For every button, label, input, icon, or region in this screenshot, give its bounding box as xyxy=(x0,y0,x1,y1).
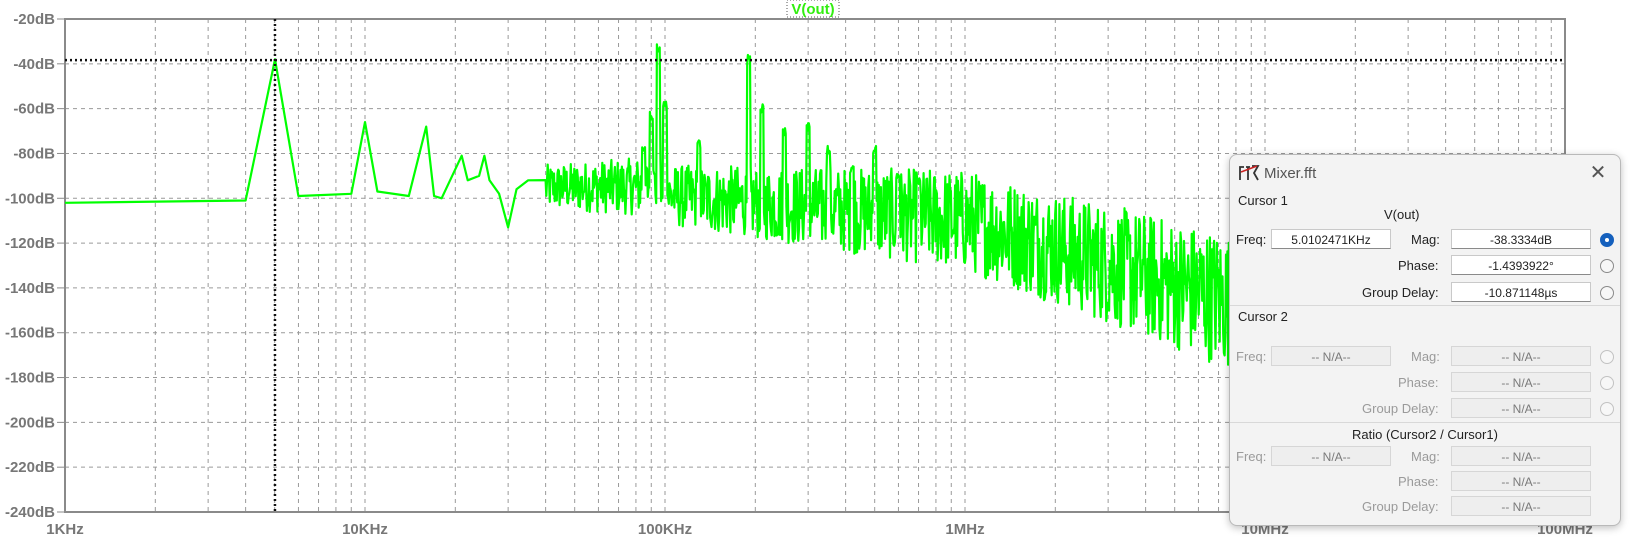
ratio-freq-field: -- N/A-- xyxy=(1271,446,1391,466)
y-tick-label: -40dB xyxy=(13,56,55,73)
ratio-gd-field: -- N/A-- xyxy=(1451,496,1591,516)
cursor2-mag-radio xyxy=(1600,350,1614,364)
y-tick-label: -200dB xyxy=(5,414,55,431)
y-tick-label: -180dB xyxy=(5,370,55,387)
x-tick-label: 10KHz xyxy=(342,521,388,538)
cursor1-gd-field[interactable]: -10.871148µs xyxy=(1451,282,1591,302)
cursor1-phase-label: Phase: xyxy=(1398,258,1439,273)
y-tick-label: -80dB xyxy=(13,145,55,162)
cursor1-mag-field[interactable]: -38.3334dB xyxy=(1451,229,1591,249)
ratio-gd-label: Group Delay: xyxy=(1362,499,1439,514)
cursor1-freq-field[interactable]: 5.0102471KHz xyxy=(1271,229,1391,249)
cursor1-mag-label: Mag: xyxy=(1411,232,1440,247)
y-tick-label: -20dB xyxy=(13,11,55,28)
y-tick-label: -60dB xyxy=(13,101,55,118)
ltspice-icon xyxy=(1239,165,1260,181)
cursor2-phase-field: -- N/A-- xyxy=(1451,372,1591,392)
ratio-section-label: Ratio (Cursor2 / Cursor1) xyxy=(1352,427,1498,442)
y-tick-label: -240dB xyxy=(5,504,55,521)
y-tick-label: -120dB xyxy=(5,235,55,252)
ratio-mag-label: Mag: xyxy=(1411,449,1440,464)
trace-label-box xyxy=(786,0,840,18)
dialog-title: Mixer.fft xyxy=(1264,165,1317,182)
divider xyxy=(1230,422,1620,423)
cursor-dialog: Mixer.fft ✕ Cursor 1 V(out) Freq: 5.0102… xyxy=(1229,154,1621,526)
y-tick-label: -140dB xyxy=(5,280,55,297)
cursor2-freq-field: -- N/A-- xyxy=(1271,346,1391,366)
y-tick-label: -220dB xyxy=(5,459,55,476)
cursor1-phase-field[interactable]: -1.4393922° xyxy=(1451,255,1591,275)
y-axis: -20dB -40dB -60dB -80dB -100dB -120dB -140dB -1… xyxy=(5,11,65,521)
cursor2-mag-label: Mag: xyxy=(1411,349,1440,364)
cursor2-mag-field: -- N/A-- xyxy=(1451,346,1591,366)
cursor1-section-label: Cursor 1 xyxy=(1238,193,1288,208)
cursor1-trace-name: V(out) xyxy=(1384,207,1420,222)
close-icon[interactable]: ✕ xyxy=(1589,162,1607,184)
cursor2-gd-field: -- N/A-- xyxy=(1451,398,1591,418)
cursor1-gd-label: Group Delay: xyxy=(1362,285,1439,300)
cursor2-freq-label: Freq: xyxy=(1236,349,1267,364)
trace-label[interactable]: V(out) xyxy=(791,1,834,18)
y-tick-label: -160dB xyxy=(5,325,55,342)
cursor2-section-label: Cursor 2 xyxy=(1238,309,1288,324)
cursor1-freq-label: Freq: xyxy=(1236,232,1267,247)
y-tick-label: -100dB xyxy=(5,190,55,207)
cursor1-phase-radio[interactable] xyxy=(1600,259,1614,273)
cursor2-phase-label: Phase: xyxy=(1398,375,1439,390)
cursor1-mag-radio[interactable] xyxy=(1600,233,1614,247)
x-tick-label: 100KHz xyxy=(638,521,692,538)
divider xyxy=(1230,305,1620,306)
ratio-mag-field: -- N/A-- xyxy=(1451,446,1591,466)
cursor1-gd-radio[interactable] xyxy=(1600,286,1614,300)
ratio-phase-field: -- N/A-- xyxy=(1451,471,1591,491)
cursor2-gd-label: Group Delay: xyxy=(1362,401,1439,416)
x-tick-label: 1MHz xyxy=(945,521,984,538)
ratio-phase-label: Phase: xyxy=(1398,474,1439,489)
cursor2-gd-radio xyxy=(1600,402,1614,416)
ratio-freq-label: Freq: xyxy=(1236,449,1267,464)
cursor2-phase-radio xyxy=(1600,376,1614,390)
x-tick-label: 1KHz xyxy=(46,521,84,538)
trace-vout xyxy=(64,43,1231,366)
dialog-titlebar[interactable]: Mixer.fft ✕ xyxy=(1230,155,1620,191)
